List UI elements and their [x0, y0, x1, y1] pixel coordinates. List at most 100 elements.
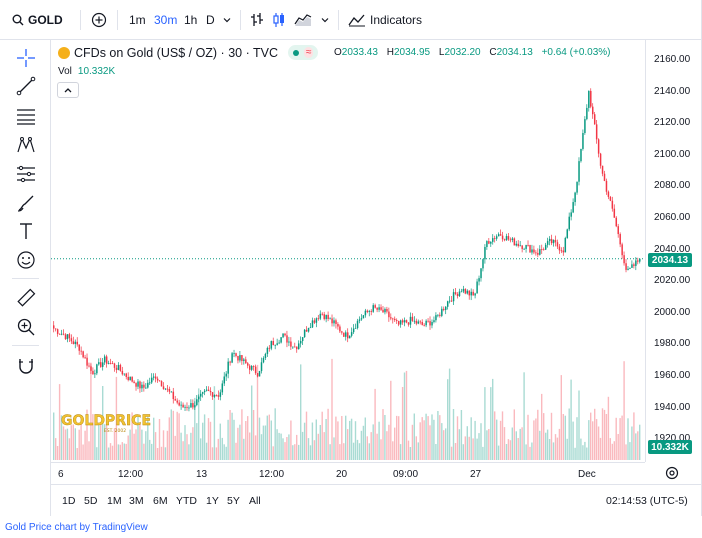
- candle-body: [90, 366, 92, 371]
- candle-body: [407, 322, 410, 325]
- candle-body: [356, 320, 359, 329]
- volume-bar: [254, 435, 257, 460]
- candle-body: [72, 341, 75, 345]
- range-5d[interactable]: 5D: [84, 495, 98, 507]
- measure-tool[interactable]: [13, 285, 39, 311]
- trend-line-tool[interactable]: [13, 73, 39, 99]
- price-axis[interactable]: [645, 40, 702, 462]
- volume-bar: [145, 431, 147, 460]
- candle-body: [60, 333, 63, 335]
- range-6m[interactable]: 6M: [153, 495, 168, 507]
- volume-bar: [247, 416, 249, 460]
- settings-button[interactable]: [664, 465, 680, 481]
- candle-body: [190, 403, 192, 408]
- search-icon: [12, 14, 24, 26]
- chart-type-dropdown[interactable]: [320, 0, 330, 40]
- symbol-search[interactable]: GOLD: [12, 0, 63, 40]
- bar-style-button[interactable]: [250, 0, 264, 40]
- volume-bar: [88, 441, 90, 460]
- projection-tool[interactable]: [13, 161, 39, 187]
- volume-bar: [231, 412, 233, 460]
- candle-body: [284, 333, 286, 336]
- interval-1h[interactable]: 1h: [184, 13, 198, 27]
- candle-body: [635, 260, 637, 266]
- area-style-button[interactable]: [294, 0, 312, 40]
- candle-body: [313, 320, 316, 323]
- interval-30m[interactable]: 30m: [154, 13, 178, 27]
- range-1d[interactable]: 1D: [62, 495, 76, 507]
- candle-body: [100, 362, 102, 367]
- emoji-tool[interactable]: [13, 247, 39, 273]
- volume-bar: [601, 408, 604, 460]
- volume-bar: [190, 432, 192, 460]
- attribution-link[interactable]: Gold Price chart by TradingView: [5, 522, 148, 533]
- candle-body: [174, 399, 177, 401]
- volume-bar: [407, 440, 410, 460]
- volume-bar: [305, 411, 308, 460]
- fib-tool[interactable]: [13, 103, 39, 129]
- range-all[interactable]: All: [249, 495, 261, 507]
- candle-body: [321, 313, 324, 315]
- candle-body: [82, 351, 84, 358]
- volume-bar: [576, 417, 578, 460]
- candle-body: [294, 346, 296, 348]
- candle-body: [450, 300, 453, 302]
- volume-bar: [503, 427, 506, 460]
- volume-bar: [133, 433, 135, 460]
- interval-dropdown[interactable]: [222, 0, 232, 40]
- volume-bar: [170, 409, 172, 460]
- candle-body: [476, 281, 478, 294]
- volume-bar: [476, 438, 478, 460]
- volume-bar: [607, 396, 610, 460]
- volume-bar: [58, 384, 61, 460]
- volume-bar: [631, 426, 633, 460]
- candle-body: [84, 357, 86, 359]
- range-5y[interactable]: 5Y: [227, 495, 240, 507]
- compare-symbol-button[interactable]: [91, 0, 107, 40]
- candle-body: [629, 267, 631, 269]
- volume-bar: [113, 428, 116, 460]
- zoom-tool[interactable]: [13, 314, 39, 340]
- time-tick: 09:00: [393, 469, 419, 480]
- volume-bar: [131, 412, 133, 460]
- volume-bar: [66, 428, 69, 460]
- interval-1m[interactable]: 1m: [129, 13, 146, 27]
- range-1m[interactable]: 1M: [107, 495, 122, 507]
- volume-legend[interactable]: Vol 10.332K: [58, 66, 115, 77]
- pattern-tool[interactable]: [13, 132, 39, 158]
- volume-bar: [313, 440, 316, 460]
- interval-D[interactable]: D: [206, 13, 215, 27]
- collapse-legend-button[interactable]: [57, 82, 79, 98]
- volume-bar: [339, 444, 341, 460]
- candles-style-button[interactable]: [272, 0, 286, 40]
- candle-body: [627, 268, 629, 270]
- candle-body: [433, 320, 435, 322]
- range-3m[interactable]: 3M: [129, 495, 144, 507]
- candle-body: [611, 200, 614, 209]
- magnet-tool[interactable]: [13, 353, 39, 379]
- candle-body: [519, 245, 521, 247]
- candle-body: [243, 359, 245, 361]
- candle-body: [584, 119, 586, 134]
- candle-body: [599, 153, 602, 166]
- time-axis[interactable]: [51, 462, 645, 484]
- text-tool[interactable]: [13, 218, 39, 244]
- chart-pane[interactable]: [51, 40, 645, 462]
- volume-bar: [378, 421, 380, 460]
- brush-tool[interactable]: [13, 190, 39, 216]
- range-ytd[interactable]: YTD: [176, 495, 197, 507]
- volume-bar: [180, 432, 182, 460]
- crosshair-tool[interactable]: [13, 45, 39, 71]
- candle-body: [172, 391, 175, 400]
- volume-bar: [484, 387, 486, 460]
- market-status-badge[interactable]: ≈: [287, 45, 319, 60]
- legend-title[interactable]: CFDs on Gold (US$ / OZ) · 30 · TVC ≈: [58, 45, 319, 60]
- clock-timezone[interactable]: 02:14:53 (UTC-5): [606, 495, 688, 507]
- indicators-button[interactable]: Indicators: [348, 0, 422, 40]
- volume-bar: [635, 433, 637, 460]
- volume-bar: [329, 444, 331, 460]
- volume-bar: [539, 430, 541, 460]
- volume-bar: [431, 414, 433, 460]
- range-1y[interactable]: 1Y: [206, 495, 219, 507]
- candle-body: [625, 263, 627, 270]
